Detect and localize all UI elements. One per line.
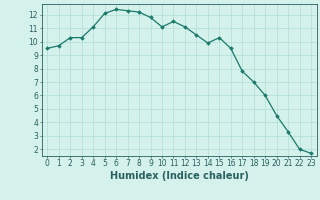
X-axis label: Humidex (Indice chaleur): Humidex (Indice chaleur)	[110, 171, 249, 181]
